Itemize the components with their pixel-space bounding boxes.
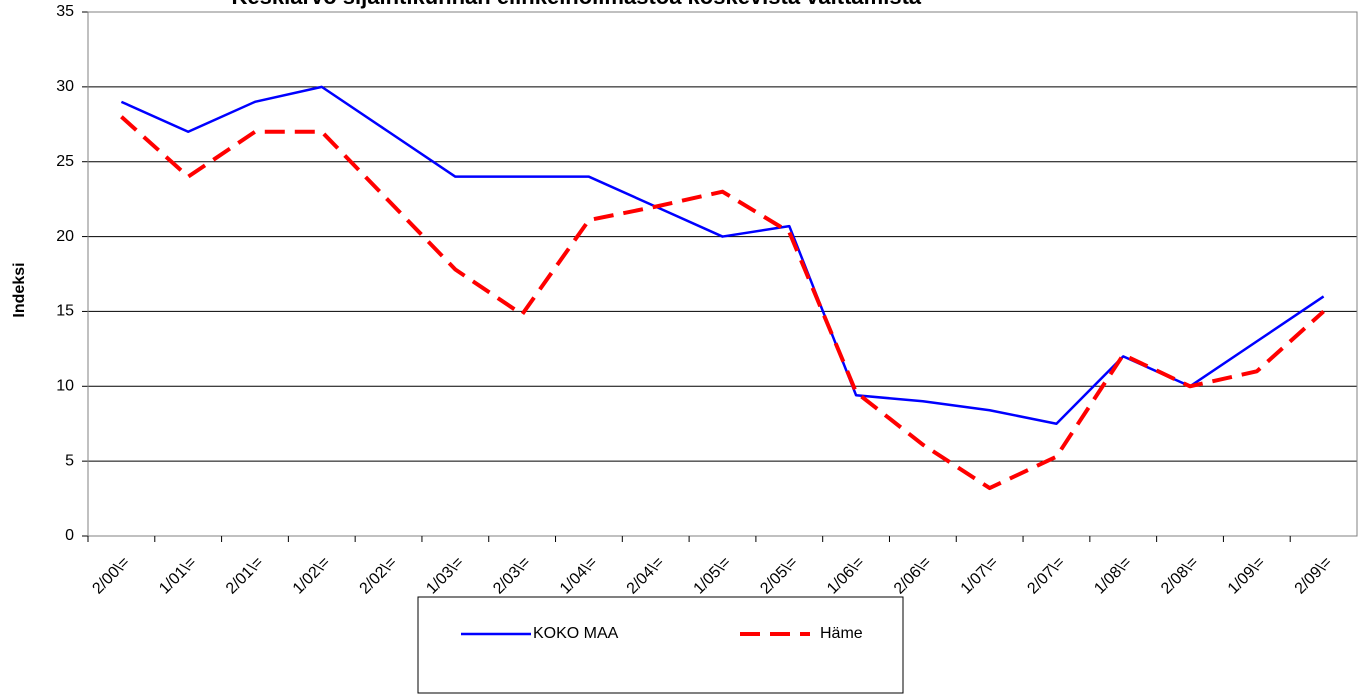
x-tick-label: 2/04\= bbox=[624, 554, 668, 598]
x-tick-label: 1/03\= bbox=[423, 554, 467, 598]
y-tick-label: 35 bbox=[56, 3, 74, 20]
series-line bbox=[120, 115, 1325, 491]
legend-entry: KOKO MAA bbox=[461, 625, 619, 642]
legend-box bbox=[417, 596, 904, 694]
x-tick-label: 1/07\= bbox=[958, 554, 1002, 598]
x-tick-label: 2/01\= bbox=[223, 554, 267, 598]
x-tick-label: 2/07\= bbox=[1024, 554, 1068, 598]
legend-label: KOKO MAA bbox=[533, 625, 619, 642]
chart-title: Keskiarvo sijaintikunnan elinkeinoilmast… bbox=[232, 0, 929, 9]
y-tick-label: 20 bbox=[56, 228, 74, 245]
y-axis-label: Indeksi bbox=[11, 262, 28, 317]
x-tick-label: 2/06\= bbox=[891, 554, 935, 598]
x-tick-label: 1/06\= bbox=[824, 554, 868, 598]
series-line bbox=[120, 85, 1325, 425]
y-tick-label: 15 bbox=[56, 303, 74, 320]
legend-entry: Häme bbox=[740, 625, 863, 642]
x-tick-label: 2/03\= bbox=[490, 554, 534, 598]
x-tick-label: 1/08\= bbox=[1091, 554, 1135, 598]
x-tick-label: 2/00\= bbox=[89, 554, 133, 598]
x-tick-label: 2/02\= bbox=[357, 554, 401, 598]
y-tick-label: 25 bbox=[56, 153, 74, 170]
x-tick-label: 1/02\= bbox=[290, 554, 334, 598]
legend-label: Häme bbox=[820, 625, 863, 642]
x-tick-label: 2/09\= bbox=[1292, 554, 1336, 598]
y-tick-label: 10 bbox=[56, 378, 74, 395]
y-tick-label: 30 bbox=[56, 78, 74, 95]
x-tick-label: 1/09\= bbox=[1225, 554, 1269, 598]
x-tick-label: 2/08\= bbox=[1158, 554, 1202, 598]
x-tick-label: 1/04\= bbox=[557, 554, 601, 598]
y-tick-label: 5 bbox=[65, 452, 74, 469]
x-tick-label: 1/05\= bbox=[691, 554, 735, 598]
x-tick-label: 1/01\= bbox=[156, 554, 200, 598]
y-tick-label: 0 bbox=[65, 527, 74, 544]
x-tick-label: 2/05\= bbox=[757, 554, 801, 598]
plot-border bbox=[87, 11, 1358, 537]
